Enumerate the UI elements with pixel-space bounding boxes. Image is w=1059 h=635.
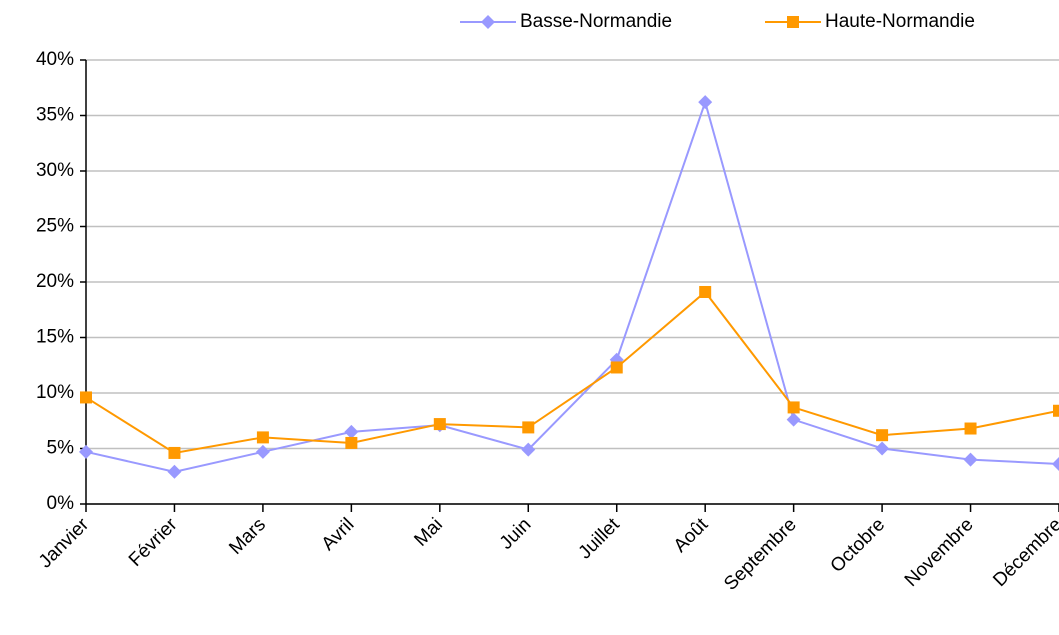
data-point (699, 285, 712, 298)
data-point (964, 422, 977, 435)
x-tick-label: Janvier (35, 514, 94, 573)
y-tick-label: 15% (36, 327, 74, 348)
x-tick-label: Février (125, 514, 182, 571)
data-point (433, 418, 446, 431)
x-tick-label: Juillet (575, 514, 625, 564)
data-point (876, 429, 889, 442)
data-point (521, 442, 536, 457)
x-tick-label: Août (670, 514, 713, 557)
data-point (79, 444, 93, 459)
y-tick-label: 5% (47, 438, 75, 459)
data-point (698, 95, 713, 110)
data-point (256, 431, 269, 444)
legend-marker (481, 15, 495, 29)
legend-label: Haute-Normandie (825, 11, 975, 32)
data-point (345, 436, 358, 449)
y-tick-label: 35% (36, 105, 74, 126)
data-point (255, 444, 270, 459)
x-tick-label: Septembre (720, 514, 801, 595)
data-point (1052, 457, 1059, 472)
x-tick-label: Novembre (901, 514, 978, 591)
series-line (85, 98, 1059, 473)
data-point (787, 401, 800, 414)
data-point (875, 441, 890, 456)
y-tick-label: 40% (36, 49, 74, 70)
x-tick-label: Décembre (989, 514, 1059, 591)
x-tick-label: Avril (318, 514, 359, 555)
legend-label: Basse-Normandie (520, 11, 672, 32)
series-line (85, 290, 1059, 454)
x-tick-label: Octobre (827, 514, 890, 577)
data-point (167, 464, 182, 479)
x-tick-label: Juin (496, 514, 535, 553)
data-point (1053, 404, 1059, 417)
data-point (610, 361, 623, 374)
data-point (168, 446, 181, 459)
y-tick-label: 25% (36, 216, 74, 237)
data-point (786, 412, 801, 427)
y-tick-label: 20% (36, 271, 74, 292)
legend-marker (787, 16, 799, 28)
data-point (80, 391, 92, 404)
x-tick-label: Mars (225, 514, 270, 559)
data-point (344, 424, 359, 439)
y-tick-label: 0% (47, 493, 75, 514)
data-point (522, 421, 535, 434)
y-tick-label: 30% (36, 160, 74, 181)
y-tick-label: 10% (36, 382, 74, 403)
data-point (963, 452, 978, 467)
x-tick-label: Mai (410, 514, 447, 551)
